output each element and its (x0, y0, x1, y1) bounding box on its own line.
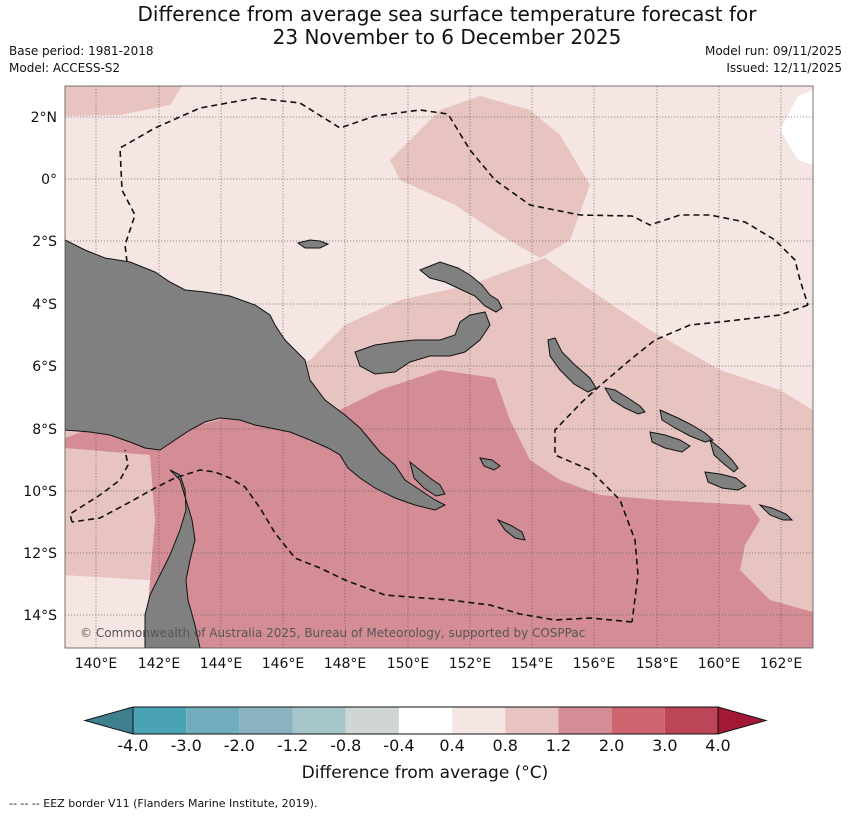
guadalcanal-island (649, 431, 691, 453)
meta-right: Model run: 09/11/2025 Issued: 12/11/2025 (705, 43, 842, 77)
lon-tick-label: 148°E (324, 656, 367, 672)
eez-borders (69, 97, 809, 623)
eez-png-north (119, 97, 809, 306)
lat-tick-label: 0° (41, 172, 57, 188)
colorbar-title: Difference from average (°C) (301, 763, 549, 783)
map-panel: © Commonwealth of Australia 2025, Bureau… (65, 86, 813, 648)
colorbar (83, 706, 768, 735)
colorbar-segment (664, 707, 718, 734)
lon-tick-label: 160°E (698, 656, 741, 672)
colorbar-tick-label: -0.4 (383, 736, 414, 755)
lon-tick-label: 152°E (449, 656, 492, 672)
colorbar-segment (558, 707, 612, 734)
meta-left: Base period: 1981-2018 Model: ACCESS-S2 (9, 43, 154, 77)
colorbar-labels: -4.0 -3.0 -2.0 -1.2 -0.8 -0.4 0.4 0.8 1.2 2.0 3.0 4… (117, 736, 730, 755)
lat-tick-label: 14°S (23, 608, 57, 624)
lat-tick-label: 8°S (32, 422, 57, 438)
lat-tick-label: 2°S (32, 234, 57, 250)
eez-solomon-boundary (554, 304, 809, 623)
figure-title: Difference from average sea surface temp… (0, 3, 850, 49)
lat-tick-label: 4°S (32, 297, 57, 313)
colorbar-segment (345, 707, 399, 734)
anomaly-0.4-0.8-region-coral-sea-west (65, 575, 150, 648)
anomaly-0.8-1.2-region-north (390, 96, 590, 258)
eez-png-south (71, 469, 633, 623)
new-ireland-island (419, 261, 503, 313)
lon-tick-label: 158°E (636, 656, 679, 672)
anomaly-below-0.4-region-east (780, 90, 813, 165)
colorbar-segment (186, 707, 240, 734)
lon-tick-label: 150°E (387, 656, 430, 672)
new-britain-island (354, 311, 491, 375)
cape-york-peninsula (144, 469, 201, 648)
colorbar-segment (505, 707, 559, 734)
longitude-labels: 140°E 142°E 144°E 146°E 148°E 150°E 152°… (75, 656, 803, 672)
makira-island (704, 471, 747, 491)
copyright-text: © Commonwealth of Australia 2025, Bureau… (80, 626, 585, 640)
colorbar-tick-label: 3.0 (652, 736, 677, 755)
rennell-island (758, 504, 794, 521)
colorbar-segment (292, 707, 346, 734)
lon-tick-label: 162°E (760, 656, 803, 672)
map-frame (64, 85, 814, 649)
lon-tick-label: 140°E (75, 656, 118, 672)
colorbar-tick-label: -3.0 (171, 736, 202, 755)
title-line-1: Difference from average sea surface temp… (137, 2, 757, 26)
colorbar-tick-label: -4.0 (117, 736, 148, 755)
lon-tick-label: 156°E (573, 656, 616, 672)
colorbar-segment (133, 707, 187, 734)
louisiade-archipelago (496, 518, 526, 541)
colorbar-tick-label: 4.0 (705, 736, 730, 755)
anomaly-1.2-2.0-region (65, 370, 813, 648)
lon-tick-label: 144°E (200, 656, 243, 672)
model-name: Model: ACCESS-S2 (9, 61, 121, 75)
dentrecasteaux-islands (409, 460, 446, 497)
land (65, 239, 794, 648)
lat-tick-label: 12°S (23, 546, 57, 562)
colorbar-tick-label: -2.0 (224, 736, 255, 755)
choiseul-island (604, 387, 646, 415)
manus-island (296, 239, 330, 249)
model-run: Model run: 09/11/2025 (704, 44, 842, 58)
colorbar-high-extend (717, 706, 768, 735)
colorbar-segment (611, 707, 665, 734)
woodlark-island (479, 457, 501, 471)
lon-tick-label: 154°E (511, 656, 554, 672)
lon-tick-label: 142°E (138, 656, 181, 672)
gridlines (65, 86, 813, 648)
lon-tick-label: 146°E (262, 656, 305, 672)
colorbar-segment (452, 707, 506, 734)
colorbar-frame (132, 706, 719, 735)
title-line-2: 23 November to 6 December 2025 (272, 25, 622, 49)
new-guinea-landmass (65, 239, 447, 511)
latitude-labels: 2°N 0° 2°S 4°S 6°S 8°S 10°S 12°S 14°S (23, 110, 57, 624)
colorbar-tick-label: 0.8 (493, 736, 518, 755)
anomaly-0.8-1.2-region-coral-sea-west (65, 448, 155, 580)
colorbar-tick-label: 2.0 (599, 736, 624, 755)
bougainville-island (547, 337, 597, 393)
lat-tick-label: 2°N (31, 110, 57, 126)
colorbar-segment (398, 707, 453, 734)
colorbar-tick-label: 1.2 (546, 736, 571, 755)
lat-tick-label: 6°S (32, 359, 57, 375)
malaita-island (709, 438, 739, 473)
colorbar-tick-label: -1.2 (277, 736, 308, 755)
colorbar-tick-label: 0.4 (439, 736, 464, 755)
eez-footnote: -- -- -- EEZ border V11 (Flanders Marine… (9, 797, 318, 810)
base-period: Base period: 1981-2018 (9, 44, 154, 58)
issued-date: Issued: 12/11/2025 (726, 61, 842, 75)
colorbar-segment (239, 707, 293, 734)
lat-tick-label: 10°S (23, 484, 57, 500)
santa-isabel-island (659, 409, 715, 443)
colorbar-low-extend (83, 706, 134, 735)
anomaly-0.8-1.2-region-nw-corner (65, 86, 182, 116)
colorbar-tick-label: -0.8 (330, 736, 361, 755)
